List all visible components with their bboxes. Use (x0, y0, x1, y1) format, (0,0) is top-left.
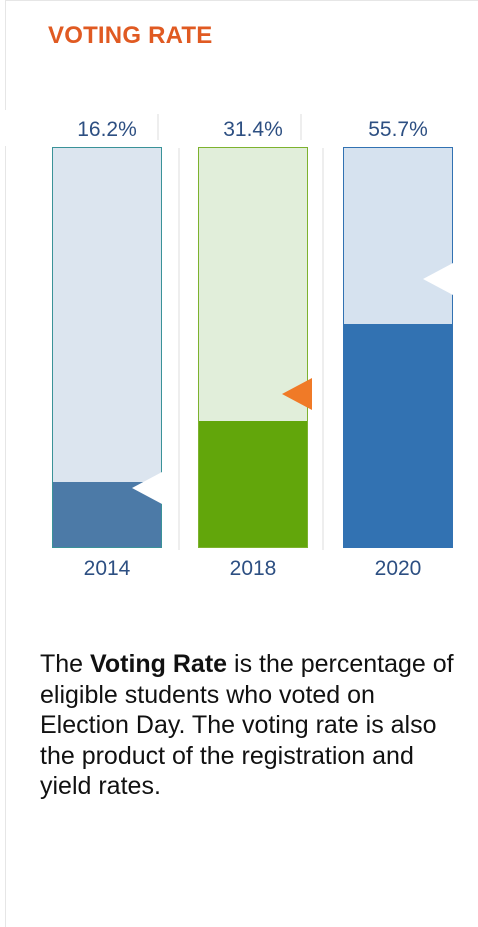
benchmark-marker (282, 377, 312, 410)
frame-gap (0, 110, 6, 146)
column-separator (178, 148, 180, 550)
x-tick-label: 2018 (229, 557, 277, 580)
bar (199, 421, 307, 547)
description-suffix: is the percentage of eligible students w… (40, 650, 454, 800)
bar-value-label: 31.4% (223, 118, 283, 141)
frame-left-border (5, 0, 6, 927)
frame-top-border (5, 0, 478, 1)
column-separator (300, 114, 302, 140)
bar (344, 323, 452, 547)
description-bold-term: Voting Rate (90, 650, 228, 678)
bar-value-label: 16.2% (77, 118, 137, 141)
x-tick-label: 2020 (374, 557, 422, 580)
benchmark-marker (132, 471, 162, 504)
bar-value-label: 55.7% (368, 118, 428, 141)
column-separator (322, 148, 324, 550)
bar-track (343, 147, 453, 548)
voting-rate-description: The Voting Rate is the percentage of eli… (40, 649, 460, 802)
description-prefix: The (40, 650, 91, 678)
chart-title: VOTING RATE (48, 22, 213, 49)
bar-track (198, 147, 308, 548)
benchmark-marker (423, 263, 453, 296)
x-tick-label: 2014 (83, 557, 131, 580)
column-separator (157, 114, 159, 140)
